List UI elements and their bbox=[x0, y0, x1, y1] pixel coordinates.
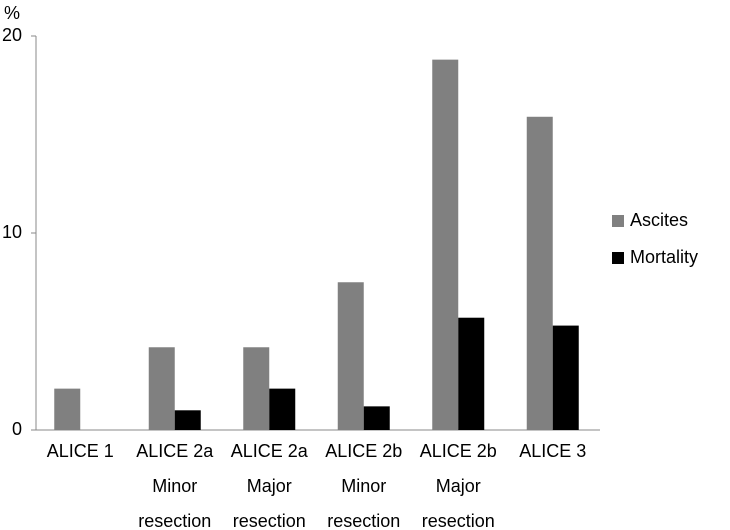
y-tick-label: 10 bbox=[2, 222, 22, 242]
legend-label: Mortality bbox=[630, 247, 698, 267]
legend-swatch bbox=[612, 252, 624, 264]
bar bbox=[432, 59, 459, 430]
x-tick-label: resection bbox=[327, 511, 400, 530]
x-tick-label: Minor bbox=[152, 476, 197, 496]
bar bbox=[243, 347, 270, 430]
bar bbox=[54, 388, 81, 430]
bar bbox=[174, 410, 201, 430]
x-tick-label: ALICE 2a bbox=[231, 441, 309, 461]
bar bbox=[337, 282, 364, 430]
y-axis-label: % bbox=[4, 3, 20, 23]
bar bbox=[269, 388, 296, 430]
x-tick-label: Major bbox=[247, 476, 292, 496]
x-tick-label: ALICE 2b bbox=[325, 441, 402, 461]
legend-swatch bbox=[612, 215, 624, 227]
x-tick-label: Major bbox=[436, 476, 481, 496]
legend-label: Ascites bbox=[630, 210, 688, 230]
y-tick-label: 20 bbox=[2, 25, 22, 45]
x-tick-label: resection bbox=[422, 511, 495, 530]
bar bbox=[363, 406, 390, 430]
x-tick-label: resection bbox=[233, 511, 306, 530]
x-tick-label: ALICE 2a bbox=[136, 441, 214, 461]
bar bbox=[458, 317, 485, 430]
bar bbox=[526, 116, 553, 431]
x-tick-label: ALICE 2b bbox=[420, 441, 497, 461]
bar bbox=[148, 347, 175, 430]
y-tick-label: 0 bbox=[12, 419, 22, 439]
bar bbox=[552, 325, 579, 430]
x-tick-label: ALICE 1 bbox=[47, 441, 114, 461]
x-tick-label: Minor bbox=[341, 476, 386, 496]
x-tick-label: ALICE 3 bbox=[519, 441, 586, 461]
x-tick-label: resection bbox=[138, 511, 211, 530]
